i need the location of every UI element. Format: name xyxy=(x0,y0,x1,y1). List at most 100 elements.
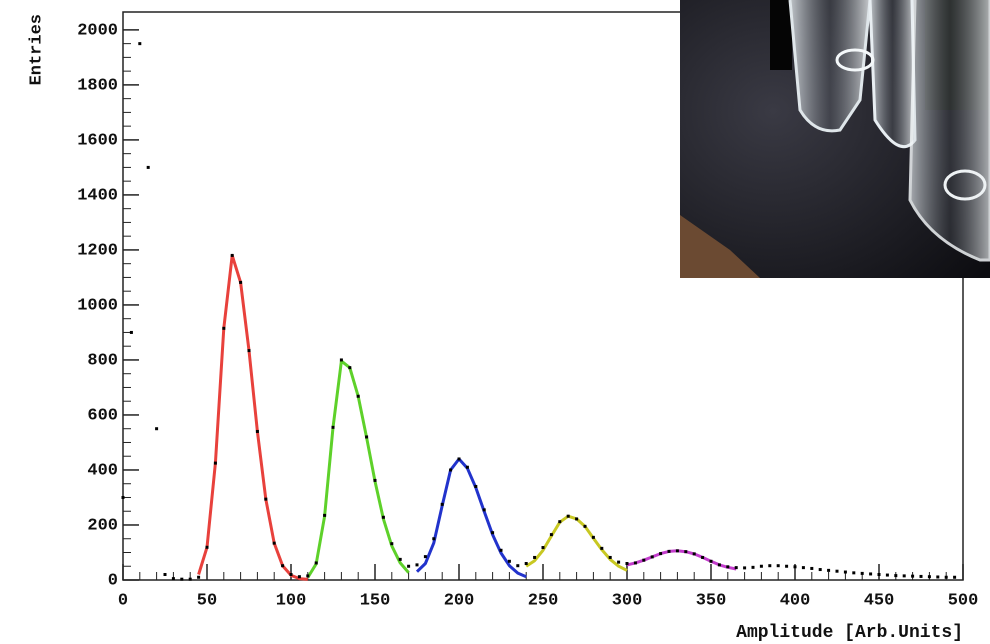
data-point xyxy=(264,497,268,501)
data-point xyxy=(768,564,772,568)
fit-curve xyxy=(415,457,527,579)
data-point xyxy=(289,572,293,576)
data-point xyxy=(121,495,125,499)
y-tick-label: 1800 xyxy=(77,76,118,95)
photo-acrylic xyxy=(835,48,875,72)
x-tick-label: 150 xyxy=(360,591,391,610)
data-point xyxy=(885,573,889,577)
photo-acrylic xyxy=(788,0,872,133)
data-point xyxy=(524,561,528,565)
data-point xyxy=(633,561,637,565)
data-point xyxy=(801,566,805,570)
plot-area: 0 200 400 600 800 1000 1200 1400 1600 1800 2000 0 50… xyxy=(77,11,979,610)
data-point xyxy=(659,552,663,556)
data-point xyxy=(197,575,201,579)
data-point xyxy=(583,524,587,528)
data-point xyxy=(894,574,898,578)
y-tick-label: 0 xyxy=(108,571,118,590)
y-tick-label: 1600 xyxy=(77,131,118,150)
y-tick-label: 2000 xyxy=(77,21,118,40)
data-point xyxy=(331,425,335,429)
data-point xyxy=(684,550,688,554)
data-point xyxy=(465,465,469,469)
data-point xyxy=(381,515,385,519)
x-tick-label: 50 xyxy=(197,591,217,610)
y-tick-label: 200 xyxy=(87,516,118,535)
data-point xyxy=(591,535,595,539)
data-point xyxy=(407,564,411,568)
photo-acrylic xyxy=(943,169,987,201)
data-point xyxy=(213,461,217,465)
y-axis-label: Entries xyxy=(27,14,46,85)
data-point xyxy=(843,570,847,574)
data-point xyxy=(129,330,133,334)
data-point xyxy=(692,552,696,556)
data-point xyxy=(625,561,629,565)
data-point xyxy=(171,577,175,581)
data-point xyxy=(423,555,427,559)
x-tick-label: 250 xyxy=(528,591,559,610)
data-point xyxy=(272,541,276,545)
data-point xyxy=(314,561,318,565)
data-point xyxy=(491,531,495,535)
data-point xyxy=(255,429,259,433)
y-tick-label: 1400 xyxy=(77,186,118,205)
data-point xyxy=(936,575,940,579)
data-point xyxy=(667,549,671,553)
data-point xyxy=(810,566,814,570)
data-point xyxy=(617,560,621,564)
data-point xyxy=(675,549,679,553)
data-point xyxy=(575,517,579,521)
fit-curve xyxy=(306,359,410,579)
data-point xyxy=(558,520,562,524)
fit-curve xyxy=(525,514,628,572)
data-point xyxy=(432,537,436,541)
data-point xyxy=(155,427,159,431)
data-point xyxy=(339,358,343,362)
data-point xyxy=(163,572,167,576)
photo-acrylic xyxy=(868,0,917,149)
fit-curve xyxy=(197,253,308,581)
data-point xyxy=(516,564,520,568)
x-tick-label: 500 xyxy=(948,591,979,610)
data-point xyxy=(600,546,604,550)
photo-acrylic xyxy=(908,0,990,262)
data-point xyxy=(373,478,377,482)
data-point xyxy=(541,546,545,550)
y-tick-label: 800 xyxy=(87,351,118,370)
data-point xyxy=(482,508,486,512)
x-tick-label: 450 xyxy=(864,591,895,610)
data-point xyxy=(281,564,285,568)
data-point xyxy=(701,555,705,559)
inset-photo xyxy=(680,0,990,278)
data-point xyxy=(180,577,184,581)
data-point xyxy=(785,564,789,568)
data-point xyxy=(499,548,503,552)
data-point xyxy=(650,555,654,559)
data-point xyxy=(927,575,931,579)
x-tick-label: 400 xyxy=(780,591,811,610)
photo-board xyxy=(770,0,792,70)
data-point xyxy=(608,555,612,559)
data-point xyxy=(877,572,881,576)
data-point xyxy=(566,514,570,518)
data-point xyxy=(726,565,730,569)
x-tick-label: 350 xyxy=(696,591,727,610)
data-point xyxy=(356,394,360,398)
data-point xyxy=(793,565,797,569)
data-point xyxy=(306,574,310,578)
data-point xyxy=(751,565,755,569)
data-point xyxy=(860,571,864,575)
data-point xyxy=(415,563,419,567)
data-point xyxy=(549,533,553,537)
data-point xyxy=(474,484,478,488)
data-point xyxy=(390,542,394,546)
data-point xyxy=(247,349,251,353)
data-point xyxy=(734,566,738,570)
data-point xyxy=(188,577,192,581)
data-point xyxy=(776,564,780,568)
data-point xyxy=(457,457,461,461)
y-tick-label: 600 xyxy=(87,406,118,425)
x-tick-label: 200 xyxy=(444,591,475,610)
